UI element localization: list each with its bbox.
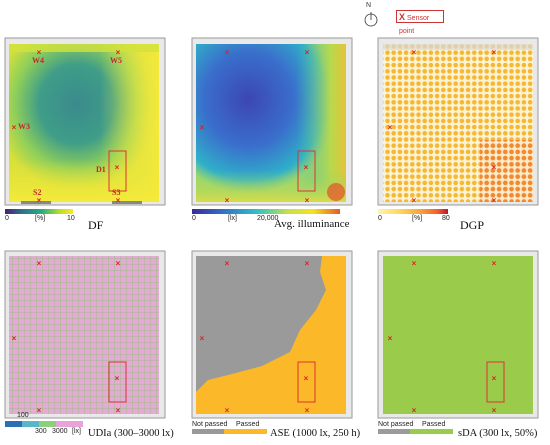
svg-text:×: × (116, 406, 121, 415)
udi-tick-100: 100 (17, 412, 29, 419)
title-df: DF (88, 218, 104, 232)
df-tick-unit: [%] (35, 215, 46, 222)
sensor-markers: × × × × × × × × × × × × × × × × × × × × × × × × × × ×… (12, 48, 497, 415)
svg-text:×: × (37, 48, 42, 57)
svg-text:×: × (12, 123, 17, 132)
title-ase: ASE (1000 lx, 250 h) (270, 428, 361, 439)
svg-text:×: × (37, 259, 42, 268)
svg-text:×: × (412, 406, 417, 415)
panel-dgp (377, 37, 539, 206)
sensor-legend-text: Sensor point (399, 15, 430, 35)
ill-tick-max: 20,000 (257, 215, 279, 222)
dgp-tick-max: 80 (442, 215, 450, 222)
colorbar-sda (378, 429, 453, 434)
svg-text:×: × (492, 196, 497, 205)
sensor-label-s2: S2 (33, 188, 42, 197)
sensor-label-w5: W5 (110, 56, 122, 65)
svg-text:×: × (492, 406, 497, 415)
svg-text:×: × (225, 48, 230, 57)
udi-tick-3000: 3000 (52, 428, 68, 435)
svg-text:×: × (388, 123, 393, 132)
svg-text:×: × (304, 163, 309, 172)
panel-df (4, 37, 166, 206)
colorbar-ase (192, 429, 267, 434)
title-sda: sDA (300 lx, 50%) (458, 428, 538, 439)
title-dgp: DGP (460, 218, 485, 232)
svg-text:×: × (116, 196, 121, 205)
svg-text:×: × (492, 48, 497, 57)
svg-text:×: × (412, 48, 417, 57)
svg-text:×: × (12, 334, 17, 343)
udi-tick-300: 300 (35, 428, 47, 435)
title-udia: UDIa (300–3000 lx) (88, 428, 174, 439)
svg-text:×: × (37, 196, 42, 205)
north-label: N (366, 2, 372, 9)
svg-text:×: × (492, 374, 497, 383)
svg-text:×: × (37, 406, 42, 415)
sensor-legend-marker: X (399, 12, 406, 22)
svg-text:×: × (200, 334, 205, 343)
colorbar-udia (5, 421, 83, 427)
dgp-tick-min: 0 (378, 215, 382, 222)
svg-text:×: × (388, 334, 393, 343)
svg-text:×: × (492, 259, 497, 268)
svg-text:×: × (412, 259, 417, 268)
ill-tick-unit: [lx] (228, 215, 237, 222)
svg-text:×: × (492, 163, 497, 172)
df-tick-min: 0 (5, 215, 9, 222)
colorbar-avg-illuminance (192, 209, 340, 214)
svg-text:×: × (225, 406, 230, 415)
sensor-legend: X Sensor point (396, 10, 444, 35)
svg-text:×: × (305, 259, 310, 268)
svg-text:×: × (305, 406, 310, 415)
dgp-tick-unit: [%] (412, 215, 423, 222)
panel-sda (377, 250, 539, 419)
svg-text:×: × (115, 163, 120, 172)
svg-text:×: × (116, 48, 121, 57)
colorbar-df (5, 209, 73, 214)
df-tick-max: 10 (67, 215, 75, 222)
panel-udia (4, 250, 166, 419)
svg-text:×: × (225, 259, 230, 268)
svg-text:×: × (225, 196, 230, 205)
svg-text:×: × (116, 259, 121, 268)
svg-text:×: × (200, 123, 205, 132)
sda-passed: Passed (422, 421, 446, 428)
sensor-label-w4: W4 (32, 56, 44, 65)
svg-text:×: × (412, 196, 417, 205)
svg-text:×: × (115, 374, 120, 383)
panel-avg-illuminance (191, 37, 353, 206)
svg-text:×: × (305, 48, 310, 57)
ill-tick-min: 0 (192, 215, 196, 222)
colorbar-dgp (378, 209, 448, 214)
panel-ase (191, 250, 353, 419)
sda-not-passed: Not passed (378, 421, 414, 428)
ase-passed: Passed (236, 421, 260, 428)
north-arrow-icon (364, 12, 378, 27)
title-avg-illuminance: Avg. illuminance (274, 218, 350, 230)
svg-text:×: × (304, 374, 309, 383)
svg-text:×: × (305, 196, 310, 205)
sensor-label-d1: D1 (96, 165, 106, 174)
sensor-label-w3: W3 (18, 122, 30, 131)
ase-not-passed: Not passed (192, 421, 228, 428)
udi-tick-unit: [lx] (72, 428, 81, 435)
sensor-label-s3: S3 (112, 188, 121, 197)
